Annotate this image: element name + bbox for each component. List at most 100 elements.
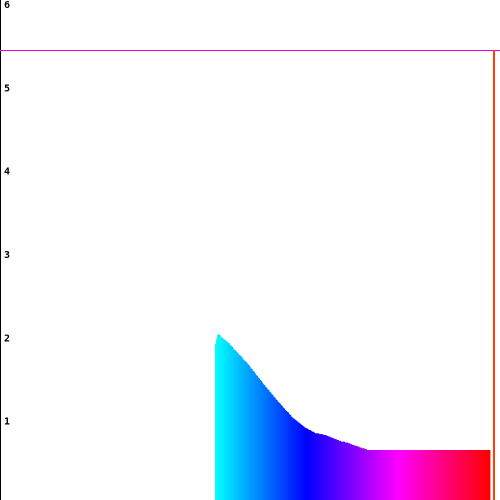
bar — [267, 390, 270, 500]
bar — [259, 380, 262, 500]
bar — [274, 397, 276, 500]
bar — [377, 450, 380, 500]
bar — [261, 382, 264, 500]
bar — [250, 368, 252, 500]
bar — [275, 399, 277, 500]
bar — [215, 344, 217, 500]
bar — [217, 335, 219, 500]
bar — [424, 450, 427, 500]
bar — [230, 345, 233, 500]
bar — [291, 417, 294, 500]
bar — [482, 450, 485, 500]
bar — [415, 450, 417, 500]
bar — [344, 442, 347, 500]
bar — [359, 447, 361, 500]
bar — [237, 354, 240, 500]
bar — [487, 450, 490, 500]
bar — [378, 450, 381, 500]
bar — [367, 450, 369, 500]
bar — [316, 433, 319, 500]
bar — [244, 360, 246, 500]
bar — [461, 450, 464, 500]
bar — [488, 450, 491, 500]
bar — [479, 450, 482, 500]
bar — [427, 450, 430, 500]
bar — [248, 365, 250, 500]
bar — [408, 450, 410, 500]
bar — [347, 443, 350, 500]
bar — [330, 437, 332, 500]
bar — [360, 447, 362, 500]
bar — [336, 440, 338, 500]
bar — [299, 423, 301, 500]
bar — [410, 450, 412, 500]
bar — [342, 441, 345, 500]
bar — [333, 438, 335, 500]
y-tick-label: 2 — [4, 333, 10, 344]
bar — [430, 450, 433, 500]
bar — [474, 450, 476, 500]
bar — [328, 436, 330, 500]
bar — [425, 450, 428, 500]
bar — [452, 450, 455, 500]
bar — [466, 450, 468, 500]
bar — [318, 434, 321, 500]
bar — [371, 450, 374, 500]
bar — [458, 450, 461, 500]
bar — [256, 375, 258, 500]
bar — [484, 450, 487, 500]
bar — [364, 449, 366, 500]
bar — [370, 450, 373, 500]
bar — [233, 350, 236, 500]
bar — [454, 450, 457, 500]
bar — [362, 448, 364, 500]
bar — [481, 450, 484, 500]
bar — [241, 358, 244, 500]
bar — [302, 425, 304, 500]
bar — [322, 435, 325, 500]
bar — [448, 450, 450, 500]
bar — [416, 450, 418, 500]
bar — [312, 431, 314, 500]
bar — [270, 392, 272, 500]
y-tick-label: 5 — [4, 83, 10, 94]
bar — [392, 450, 394, 500]
bar — [273, 396, 275, 500]
bar — [417, 450, 419, 500]
bar-group — [215, 334, 491, 500]
bar — [414, 450, 416, 500]
bar — [442, 450, 444, 500]
bar — [388, 450, 390, 500]
bar — [262, 384, 265, 500]
bar — [235, 351, 238, 500]
bar — [472, 450, 474, 500]
bar — [444, 450, 446, 500]
bar — [296, 421, 299, 500]
bar — [395, 450, 398, 500]
bar — [375, 450, 378, 500]
bar — [369, 450, 372, 500]
bar — [393, 450, 395, 500]
bar — [426, 450, 429, 500]
bar — [365, 449, 367, 500]
bar — [469, 450, 471, 500]
bar — [243, 360, 245, 500]
y-tick-labels: 1 2 3 4 5 6 — [4, 0, 10, 428]
bar — [385, 450, 387, 500]
bar — [485, 450, 488, 500]
bar — [383, 450, 385, 500]
bar — [334, 439, 336, 500]
bar — [246, 362, 248, 500]
bar — [477, 450, 479, 500]
bar — [429, 450, 432, 500]
bar — [343, 441, 346, 500]
bar — [471, 450, 473, 500]
bar — [437, 450, 439, 500]
bar — [331, 437, 333, 500]
bar — [423, 450, 426, 500]
bar — [254, 373, 256, 500]
bar — [475, 450, 477, 500]
bar — [222, 338, 224, 500]
bar — [348, 443, 351, 500]
